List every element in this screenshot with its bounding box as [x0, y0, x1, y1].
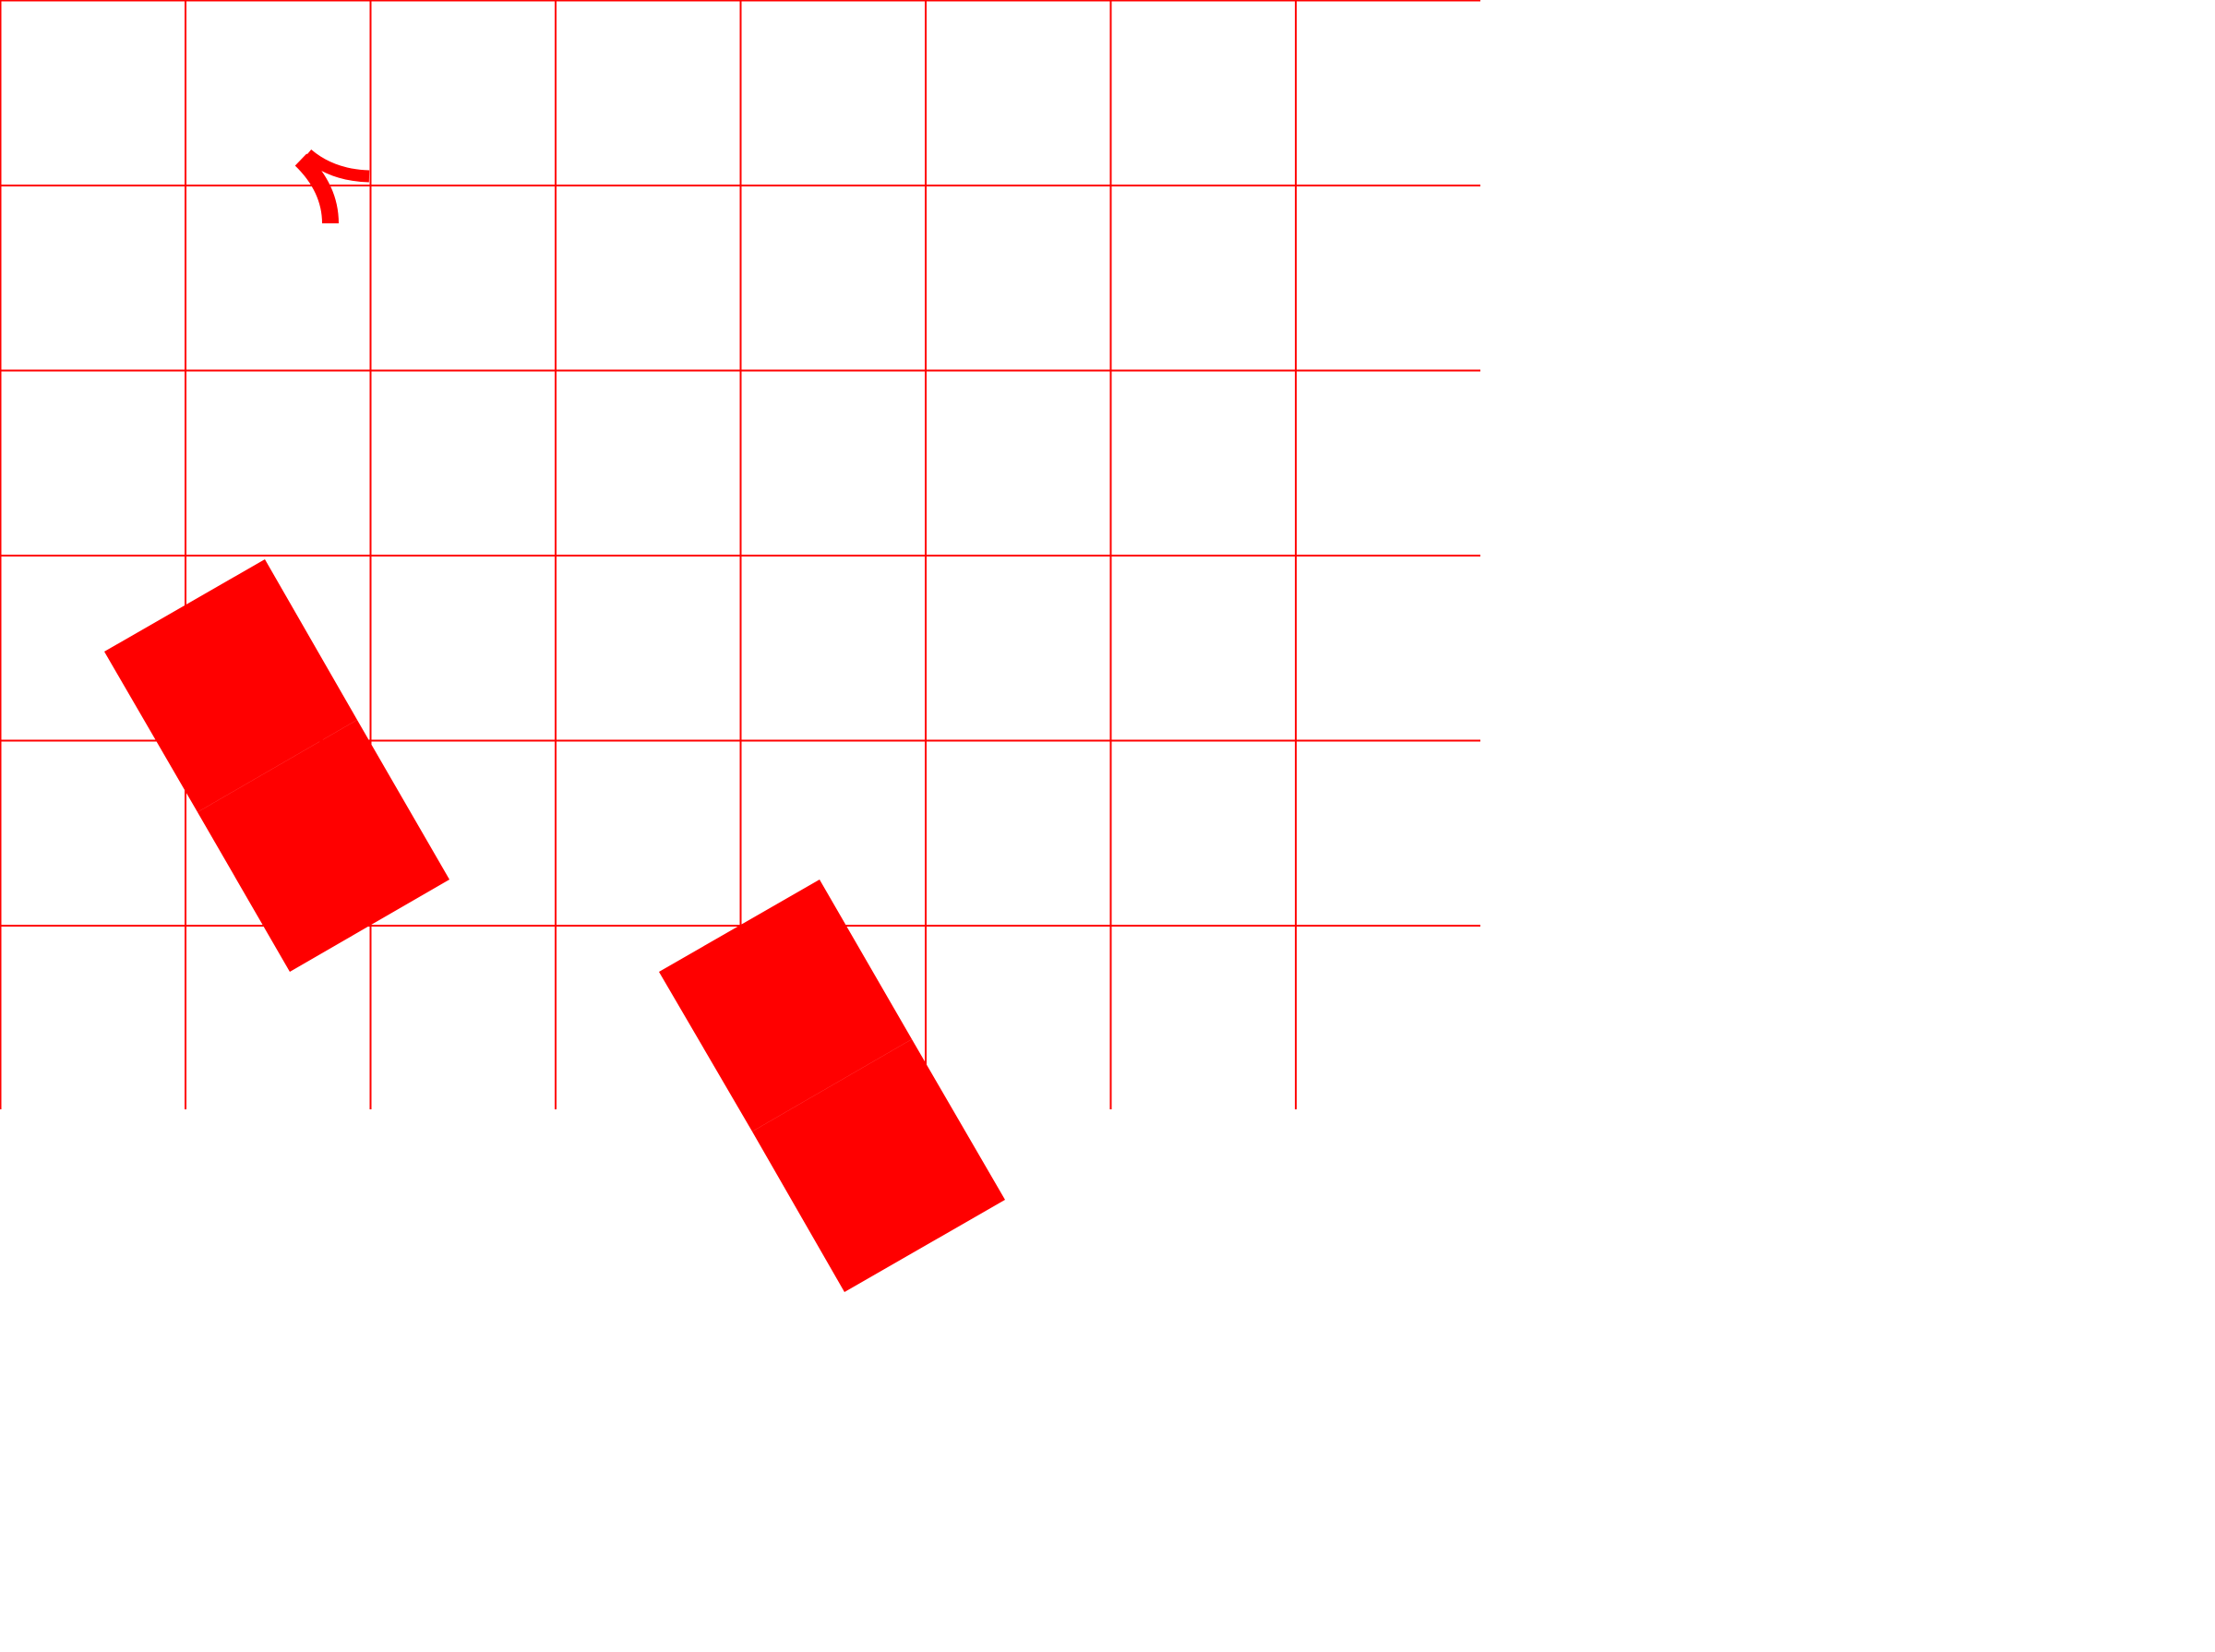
rotation-arrow-icon: [294, 149, 370, 224]
grid-lines: [0, 0, 1480, 1109]
domino-left[interactable]: [104, 559, 449, 972]
domino-left-bottom-square[interactable]: [198, 720, 449, 972]
rotation-arc: [303, 149, 370, 183]
domino-right[interactable]: [659, 880, 1005, 1292]
domino-right-top-square[interactable]: [659, 880, 912, 1131]
domino-left-top-square[interactable]: [104, 559, 357, 812]
rotation-arc-lower: [294, 153, 339, 224]
domino-right-bottom-square[interactable]: [752, 1039, 1005, 1292]
